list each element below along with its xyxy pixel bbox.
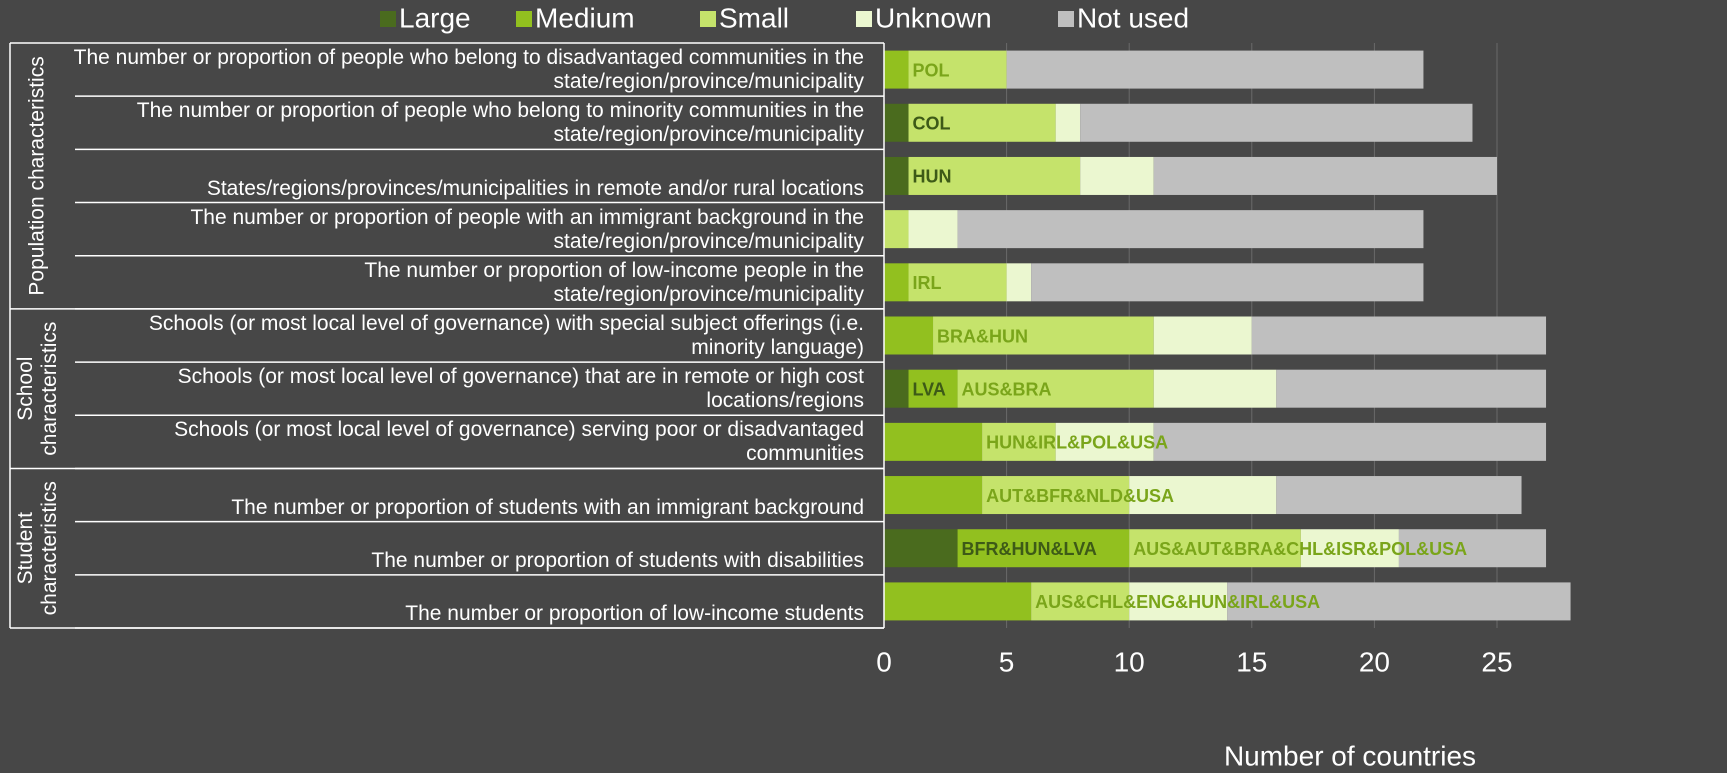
bar-segment bbox=[884, 50, 909, 89]
x-tick-label: 25 bbox=[1481, 646, 1512, 677]
bar-segment bbox=[1080, 156, 1154, 195]
bar-segment bbox=[982, 422, 1056, 461]
annotation: HUN bbox=[913, 167, 952, 187]
group-label-line: School bbox=[14, 357, 37, 421]
bar-segment bbox=[1006, 263, 1032, 302]
bar-segment bbox=[884, 263, 909, 302]
annotation: POL bbox=[913, 60, 950, 80]
bar-segment bbox=[1276, 476, 1522, 515]
annotation: IRL bbox=[913, 273, 942, 293]
category-label: The number or proportion of people who b… bbox=[136, 99, 864, 147]
bar-segment bbox=[1300, 529, 1399, 568]
group-label-line: characteristics bbox=[38, 481, 61, 615]
bar-segment bbox=[884, 156, 909, 195]
annotation: HUN&IRL&POL&USA bbox=[986, 433, 1168, 453]
annotation: COL bbox=[913, 114, 951, 134]
category-label: The number or proportion of students wit… bbox=[371, 548, 864, 572]
bar-segment bbox=[1251, 316, 1547, 355]
bar-segment bbox=[884, 210, 909, 249]
group-label-line: characteristics bbox=[38, 322, 61, 456]
bar-segment bbox=[957, 529, 1130, 568]
category-label: Schools (or most local level of governan… bbox=[177, 365, 864, 413]
bar-segment bbox=[1031, 263, 1424, 302]
bar-segment bbox=[1153, 156, 1497, 195]
annotation: BRA&HUN bbox=[937, 326, 1028, 346]
bar-segment bbox=[908, 50, 1007, 89]
bar-segment bbox=[884, 529, 958, 568]
bar-segment bbox=[1031, 582, 1130, 621]
category-label: The number or proportion of people with … bbox=[190, 205, 864, 253]
x-tick-label: 0 bbox=[876, 646, 892, 677]
category-label: Schools (or most local level of governan… bbox=[148, 312, 864, 360]
x-axis-label: Number of countries bbox=[1224, 740, 1476, 771]
x-tick-label: 10 bbox=[1114, 646, 1145, 677]
category-label: States/regions/provinces/municipalities … bbox=[206, 176, 864, 200]
bar-segment bbox=[884, 476, 983, 515]
bar-segment bbox=[1080, 103, 1473, 142]
annotation: AUS&AUT&BRA&CHL&ISR&POL&USA bbox=[1133, 539, 1467, 559]
bar-segment bbox=[908, 369, 958, 408]
bar-segment bbox=[908, 103, 1056, 142]
bar-segment bbox=[1129, 529, 1301, 568]
legend-swatch bbox=[700, 11, 716, 27]
annotation: AUS&CHL&ENG&HUN&IRL&USA bbox=[1035, 592, 1320, 612]
bar-segment bbox=[957, 210, 1424, 249]
category-label: The number or proportion of low-income p… bbox=[364, 258, 864, 306]
bar-segment bbox=[884, 316, 934, 355]
x-tick-label: 5 bbox=[999, 646, 1015, 677]
bar-segment bbox=[1153, 422, 1547, 461]
legend-label: Not used bbox=[1077, 2, 1189, 33]
bar-segment bbox=[1129, 582, 1228, 621]
annotation: LVA bbox=[913, 379, 946, 399]
annotation: AUS&BRA bbox=[962, 379, 1052, 399]
group-label: Schoolcharacteristics bbox=[14, 322, 61, 456]
bar-segment bbox=[884, 422, 983, 461]
bar-segment bbox=[1276, 369, 1547, 408]
legend-swatch bbox=[856, 11, 872, 27]
category-label: The number or proportion of low-income s… bbox=[405, 601, 864, 625]
bar-segment bbox=[884, 369, 909, 408]
annotation: AUT&BFR&NLD&USA bbox=[986, 486, 1174, 506]
group-label: Studentcharacteristics bbox=[14, 481, 61, 615]
category-label: The number or proportion of students wit… bbox=[231, 495, 864, 519]
bar-segment bbox=[884, 103, 909, 142]
bar-segment bbox=[933, 316, 1154, 355]
legend-label: Medium bbox=[535, 2, 635, 33]
bar-segment bbox=[908, 263, 1007, 302]
bar-segment bbox=[908, 210, 958, 249]
bar-segment bbox=[982, 476, 1130, 515]
bar-segment bbox=[884, 582, 1032, 621]
bar-segment bbox=[908, 156, 1081, 195]
group-label-line: Student bbox=[14, 512, 37, 585]
bar-segment bbox=[1129, 476, 1277, 515]
bar-segment bbox=[1153, 316, 1252, 355]
group-label: Population characteristics bbox=[26, 56, 49, 295]
legend-swatch bbox=[1058, 11, 1074, 27]
bar-segment bbox=[957, 369, 1154, 408]
bar-segment bbox=[1398, 529, 1547, 568]
x-tick-label: 20 bbox=[1359, 646, 1390, 677]
bar-segment bbox=[1055, 422, 1154, 461]
legend-swatch bbox=[516, 11, 532, 27]
bar-segment bbox=[1055, 103, 1081, 142]
bar-segment bbox=[1006, 50, 1424, 89]
legend-label: Small bbox=[719, 2, 789, 33]
x-tick-label: 15 bbox=[1236, 646, 1267, 677]
category-label: The number or proportion of people who b… bbox=[73, 46, 864, 94]
bar-segment bbox=[1153, 369, 1277, 408]
annotation: BFR&HUN&LVA bbox=[962, 539, 1097, 559]
legend-swatch bbox=[380, 11, 396, 27]
legend-label: Large bbox=[399, 2, 471, 33]
legend-label: Unknown bbox=[875, 2, 992, 33]
bar-segment bbox=[1227, 582, 1571, 621]
category-label: Schools (or most local level of governan… bbox=[174, 418, 864, 466]
